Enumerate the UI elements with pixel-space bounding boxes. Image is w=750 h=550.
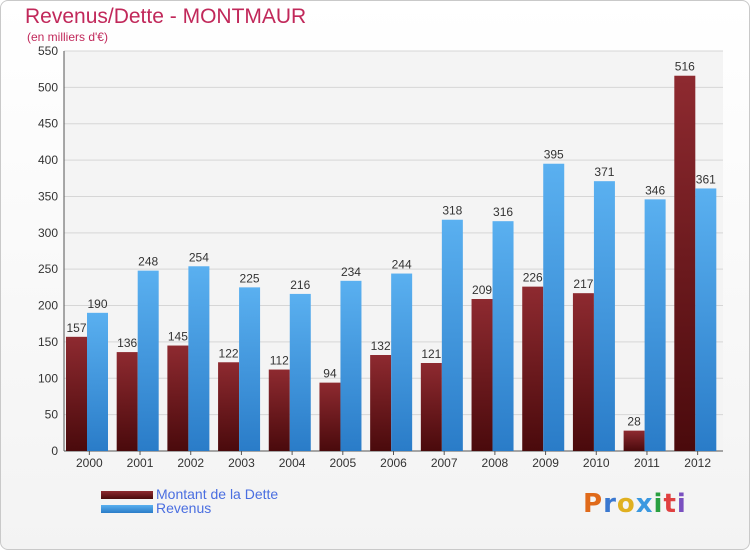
x-tick-label: 2008 (482, 456, 509, 470)
bar-dette (420, 363, 442, 451)
x-tick-label: 2000 (76, 456, 103, 470)
data-label-dette: 157 (66, 321, 86, 335)
data-label-dette: 121 (421, 347, 441, 361)
legend-label-dette: Montant de la Dette (156, 486, 279, 502)
bar-revenus (492, 221, 514, 451)
bar-revenus (593, 181, 615, 451)
bar-dette (167, 345, 189, 451)
x-tick-label: 2005 (329, 456, 356, 470)
data-label-dette: 122 (219, 346, 239, 360)
data-label-revenus: 395 (544, 148, 564, 162)
y-tick-label: 450 (38, 117, 58, 131)
bar-revenus (543, 163, 565, 451)
data-label-dette: 28 (627, 415, 641, 429)
bar-revenus (137, 270, 159, 451)
data-label-revenus: 361 (696, 172, 716, 186)
bar-dette (116, 352, 138, 451)
logo-letter: P (583, 489, 604, 519)
bar-dette (268, 369, 290, 451)
bar-dette (319, 382, 341, 451)
legend-swatch-dette (101, 491, 153, 499)
y-tick-label: 400 (38, 153, 58, 167)
x-tick-label: 2007 (431, 456, 458, 470)
data-label-revenus: 225 (240, 271, 260, 285)
data-label-dette: 136 (117, 336, 137, 350)
x-tick-label: 2009 (532, 456, 559, 470)
y-tick-label: 200 (38, 299, 58, 313)
data-label-dette: 217 (573, 277, 593, 291)
bar-revenus (188, 266, 210, 451)
bar-revenus (391, 273, 413, 451)
bar-revenus (441, 219, 463, 451)
bar-dette (623, 430, 645, 451)
bar-dette (674, 75, 696, 452)
bar-dette (572, 293, 594, 451)
legend-swatch-revenus (101, 505, 153, 513)
bar-dette (471, 299, 493, 451)
data-label-revenus: 371 (594, 165, 614, 179)
chart-subtitle: (en milliers d'€) (27, 30, 108, 44)
legend-label-revenus: Revenus (156, 500, 212, 516)
y-tick-label: 100 (38, 371, 58, 385)
bar-dette (218, 362, 240, 451)
bar-revenus (239, 287, 261, 451)
x-tick-label: 2012 (684, 456, 711, 470)
y-tick-label: 500 (38, 80, 58, 94)
logo-letter: t (663, 489, 677, 519)
logo-letter: r (603, 489, 617, 519)
bar-dette (522, 286, 544, 451)
y-tick-label: 350 (38, 189, 58, 203)
chart-title: Revenus/Dette - MONTMAUR (25, 5, 307, 28)
data-label-dette: 132 (371, 339, 391, 353)
bar-revenus (289, 293, 311, 451)
x-tick-label: 2011 (634, 456, 660, 470)
data-label-revenus: 244 (392, 258, 412, 272)
data-label-dette: 94 (323, 367, 337, 381)
x-tick-label: 2002 (177, 456, 204, 470)
data-label-revenus: 316 (493, 205, 513, 219)
y-tick-label: 0 (51, 444, 58, 458)
logo-letter: i (676, 489, 687, 519)
data-label-revenus: 248 (138, 255, 158, 269)
logo-letter: i (653, 489, 664, 519)
data-label-revenus: 216 (290, 278, 310, 292)
x-tick-label: 2003 (228, 456, 255, 470)
data-label-revenus: 346 (645, 183, 665, 197)
x-tick-label: 2010 (583, 456, 610, 470)
data-label-revenus: 318 (442, 204, 462, 218)
bar-revenus (340, 280, 362, 451)
bar-dette (370, 355, 392, 451)
logo-letter: x (635, 489, 654, 519)
data-label-revenus: 254 (189, 250, 209, 264)
proxiti-logo: Proxiti (583, 489, 687, 519)
x-tick-label: 2004 (279, 456, 306, 470)
bar-revenus (644, 199, 666, 451)
data-label-dette: 209 (472, 283, 492, 297)
y-tick-label: 250 (38, 262, 58, 276)
logo-letter: o (616, 489, 636, 519)
bar-revenus (695, 188, 717, 452)
data-label-dette: 145 (168, 330, 188, 344)
y-tick-label: 50 (45, 408, 59, 422)
y-tick-label: 150 (38, 335, 58, 349)
data-label-dette: 226 (523, 271, 543, 285)
bar-dette (66, 336, 87, 451)
data-label-revenus: 190 (87, 297, 107, 311)
x-tick-label: 2001 (127, 456, 154, 470)
bar-revenus (87, 312, 108, 451)
data-label-dette: 516 (675, 60, 695, 74)
x-tick-label: 2006 (380, 456, 407, 470)
data-label-dette: 112 (270, 354, 289, 368)
y-tick-label: 550 (38, 44, 58, 58)
data-label-revenus: 234 (341, 265, 361, 279)
y-tick-label: 300 (38, 226, 58, 240)
